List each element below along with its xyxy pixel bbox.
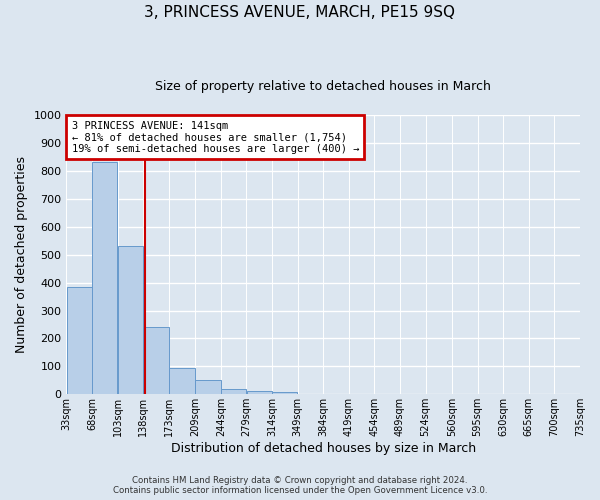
Text: Contains HM Land Registry data © Crown copyright and database right 2024.
Contai: Contains HM Land Registry data © Crown c…	[113, 476, 487, 495]
Text: 3 PRINCESS AVENUE: 141sqm
← 81% of detached houses are smaller (1,754)
19% of se: 3 PRINCESS AVENUE: 141sqm ← 81% of detac…	[71, 120, 359, 154]
Bar	[92, 162, 118, 394]
Title: Size of property relative to detached houses in March: Size of property relative to detached ho…	[155, 80, 491, 93]
X-axis label: Distribution of detached houses by size in March: Distribution of detached houses by size …	[170, 442, 476, 455]
Bar	[169, 368, 195, 394]
Bar	[67, 287, 92, 395]
Bar	[221, 388, 246, 394]
Bar	[247, 391, 272, 394]
Bar	[143, 328, 169, 394]
Y-axis label: Number of detached properties: Number of detached properties	[15, 156, 28, 353]
Bar	[272, 392, 298, 394]
Text: 3, PRINCESS AVENUE, MARCH, PE15 9SQ: 3, PRINCESS AVENUE, MARCH, PE15 9SQ	[145, 5, 455, 20]
Bar	[196, 380, 221, 394]
Bar	[118, 246, 143, 394]
